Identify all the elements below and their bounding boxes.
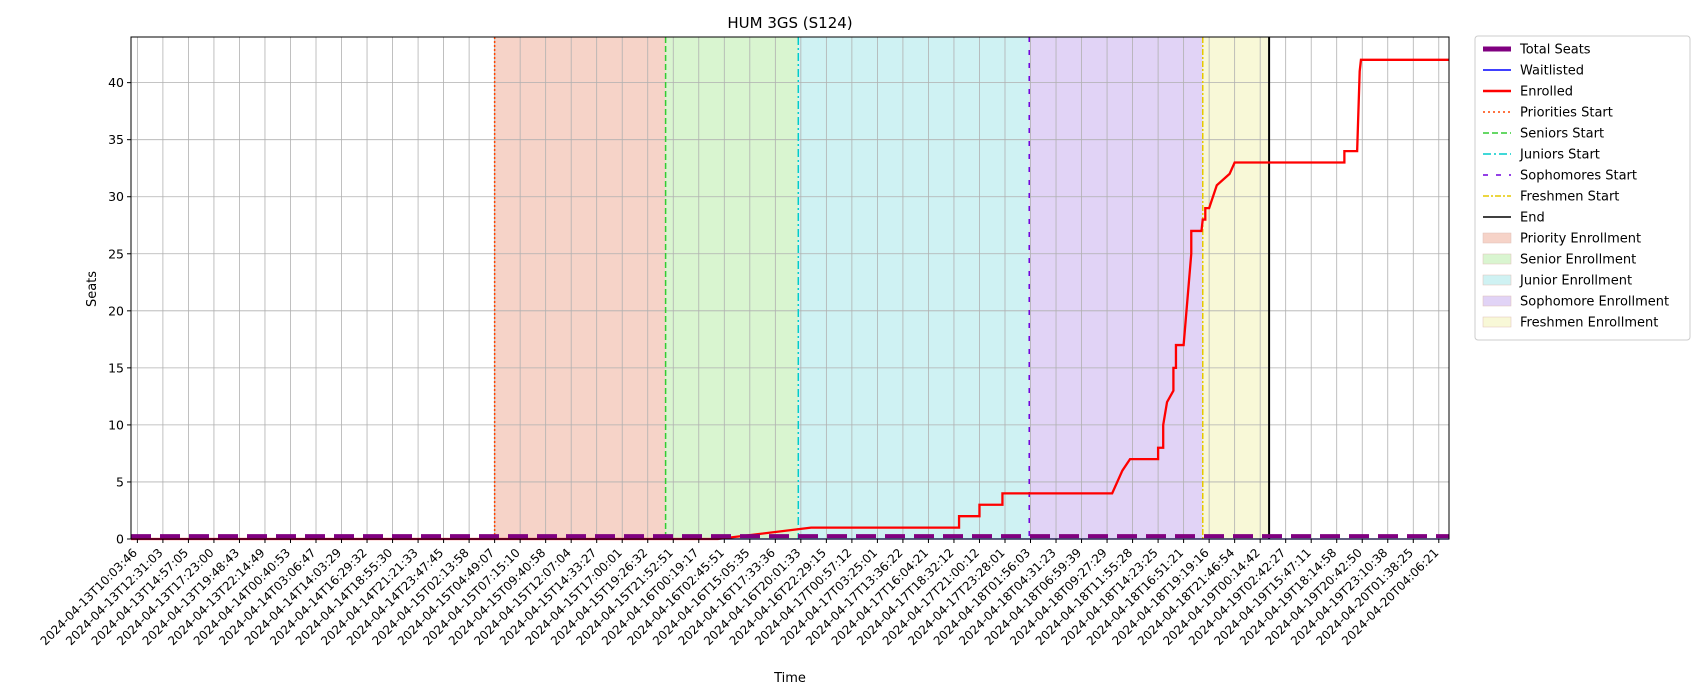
series-enrolled	[131, 58, 1449, 541]
legend-label-freshmen-enrollment: Freshmen Enrollment	[1520, 316, 1658, 331]
y-tick-label: 5	[116, 474, 124, 489]
plot-area: 05101520253035402024-04-13T10:03:462024-…	[38, 36, 1450, 648]
legend-frame	[1474, 35, 1691, 341]
y-tick-label: 0	[116, 532, 124, 547]
y-tick-label: 40	[108, 75, 124, 90]
legend-label-priority-enrollment: Priority Enrollment	[1520, 232, 1641, 247]
band-freshmen-enrollment	[1202, 37, 1270, 539]
legend-label-end: End	[1520, 211, 1545, 226]
legend-label-sophomores-start: Sophomores Start	[1520, 169, 1637, 184]
legend-swatch-priority-enrollment	[1482, 232, 1512, 244]
legend-label-priorities-start: Priorities Start	[1520, 106, 1613, 121]
legend-label-sophomore-enrollment: Sophomore Enrollment	[1520, 295, 1669, 310]
legend-label-total-seats: Total Seats	[1519, 43, 1591, 58]
y-tick-label: 35	[108, 132, 124, 147]
band-junior-enrollment	[798, 37, 1030, 539]
y-tick-label: 15	[108, 360, 124, 375]
legend-label-freshmen-start: Freshmen Start	[1520, 190, 1619, 205]
chart-title: HUM 3GS (S124)	[727, 14, 852, 32]
y-tick-label: 20	[108, 303, 124, 318]
legend-label-seniors-start: Seniors Start	[1520, 127, 1604, 142]
legend: Total Seats Waitlisted Enrolled Priorities …	[1474, 35, 1691, 341]
y-tick-label: 30	[108, 189, 124, 204]
band-senior-enrollment	[665, 37, 799, 539]
legend-label-enrolled: Enrolled	[1520, 85, 1573, 100]
axes-frame	[130, 36, 1450, 540]
x-axis-label: Time	[773, 671, 806, 686]
y-axis-label: Seats	[85, 271, 100, 307]
legend-label-junior-enrollment: Junior Enrollment	[1519, 274, 1632, 289]
y-tick-label: 25	[108, 246, 124, 261]
band-priority-enrollment	[494, 37, 666, 539]
legend-swatch-freshmen-enrollment	[1482, 316, 1512, 328]
legend-label-waitlisted: Waitlisted	[1520, 64, 1584, 79]
band-sophomore-enrollment	[1029, 37, 1203, 539]
legend-label-juniors-start: Juniors Start	[1519, 148, 1600, 163]
legend-swatch-junior-enrollment	[1482, 274, 1512, 286]
legend-swatch-senior-enrollment	[1482, 253, 1512, 265]
y-tick-label: 10	[108, 417, 124, 432]
legend-label-senior-enrollment: Senior Enrollment	[1520, 253, 1636, 268]
legend-swatch-sophomore-enrollment	[1482, 295, 1512, 307]
